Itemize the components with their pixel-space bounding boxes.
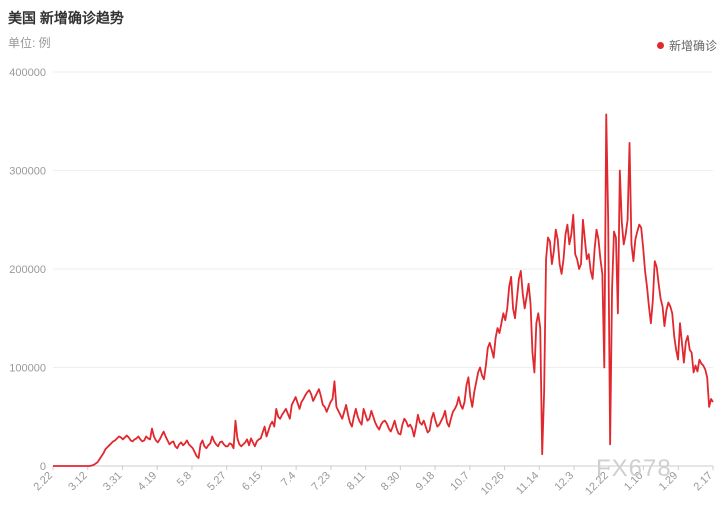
x-tick-label: 5.27: [205, 470, 229, 494]
x-tick-label: 8.11: [345, 470, 368, 493]
watermark: FX678: [596, 455, 672, 482]
legend-marker-icon: [656, 42, 664, 49]
x-tick-label: 12.3: [553, 470, 577, 494]
x-tick-label: 7.23: [309, 470, 333, 494]
x-tick-label: 6.15: [240, 470, 264, 494]
x-tick-label: 11.14: [514, 470, 541, 497]
y-tick-label: 300000: [9, 166, 46, 178]
x-tick-label: 7.4: [279, 470, 298, 489]
y-axis: 0 100000 200000 300000 400000: [9, 67, 46, 473]
y-tick-label: 100000: [9, 363, 46, 375]
x-tick-label: 3.31: [101, 470, 125, 494]
x-tick-label: 2.22: [31, 470, 55, 494]
grid-lines: [53, 71, 713, 368]
x-tick-label: 5.8: [175, 470, 194, 489]
x-tick-label: 3.12: [66, 470, 90, 494]
x-tick-label: 4.19: [136, 470, 160, 494]
x-tick-label: 9.18: [414, 470, 438, 494]
legend-label: 新增确诊: [668, 39, 717, 53]
chart-title: 美国 新增确诊趋势: [8, 10, 124, 26]
series-layer: [53, 113, 714, 467]
y-tick-label: 0: [40, 461, 46, 473]
legend[interactable]: 新增确诊: [656, 37, 717, 54]
x-tick-label: 10.26: [479, 470, 507, 498]
x-tick-label: 2.17: [691, 470, 715, 494]
y-tick-label: 200000: [9, 264, 46, 276]
x-tick-label: 10.7: [448, 470, 472, 494]
y-tick-label: 400000: [9, 67, 46, 79]
unit-label: 单位: 例: [8, 36, 51, 50]
x-tick-label: 8.30: [379, 470, 403, 494]
series-line-new-cases[interactable]: [53, 113, 714, 467]
